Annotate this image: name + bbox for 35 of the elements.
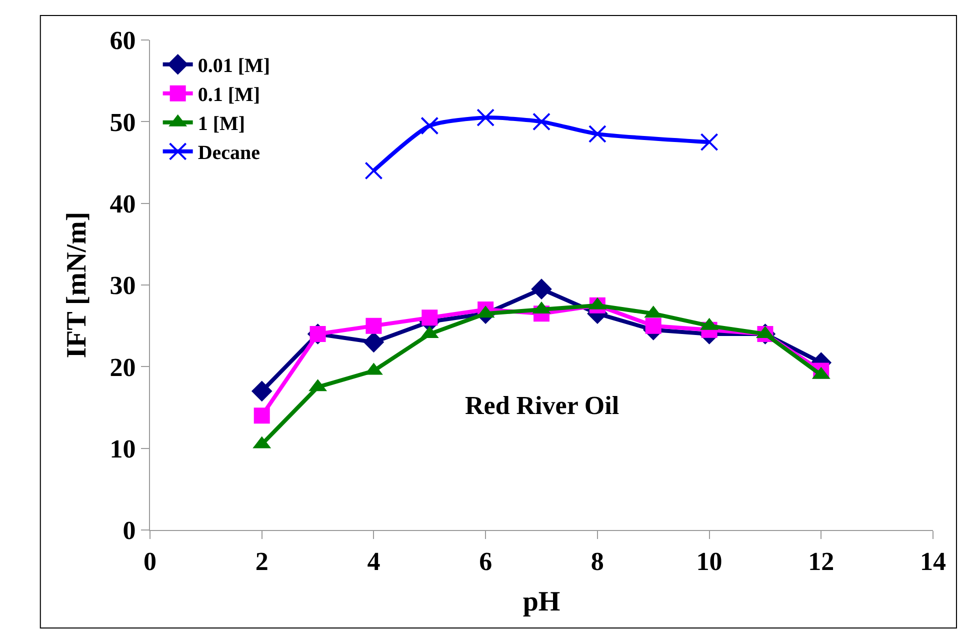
point <box>588 124 606 143</box>
x-tick-label: 4 <box>367 547 380 576</box>
point <box>700 133 718 152</box>
point <box>422 310 438 326</box>
y-tick-label: 50 <box>110 108 136 137</box>
legend-label: 1 [M] <box>198 113 246 136</box>
point <box>254 408 270 424</box>
point <box>531 278 552 300</box>
y-tick-label: 60 <box>110 26 136 56</box>
point <box>420 116 439 135</box>
point <box>363 332 384 353</box>
legend-label: 0.01 [M] <box>198 55 270 78</box>
point <box>366 318 382 334</box>
annotation: Red River Oil <box>465 391 620 420</box>
x-tick-label: 2 <box>255 547 268 576</box>
point <box>364 162 383 180</box>
y-axis-title: IFT [mN/m] <box>62 212 92 358</box>
x-axis-title: pH <box>522 586 560 618</box>
y-tick-label: 20 <box>110 352 136 382</box>
legend-label: Decane <box>198 142 260 164</box>
x-tick-label: 0 <box>144 547 156 576</box>
legend-label: 0.1 [M] <box>198 84 260 106</box>
point <box>251 380 272 402</box>
x-tick-label: 12 <box>808 547 834 576</box>
y-tick-label: 40 <box>110 189 136 218</box>
x-tick-label: 10 <box>696 547 722 576</box>
point <box>532 112 550 131</box>
y-tick-label: 30 <box>110 271 136 300</box>
x-tick-label: 8 <box>590 547 604 576</box>
point <box>476 108 495 127</box>
y-tick-label: 10 <box>110 434 136 464</box>
point <box>645 318 662 334</box>
x-tick-label: 6 <box>479 547 492 576</box>
x-tick-label: 14 <box>920 547 946 576</box>
y-tick-label: 0 <box>122 516 136 546</box>
